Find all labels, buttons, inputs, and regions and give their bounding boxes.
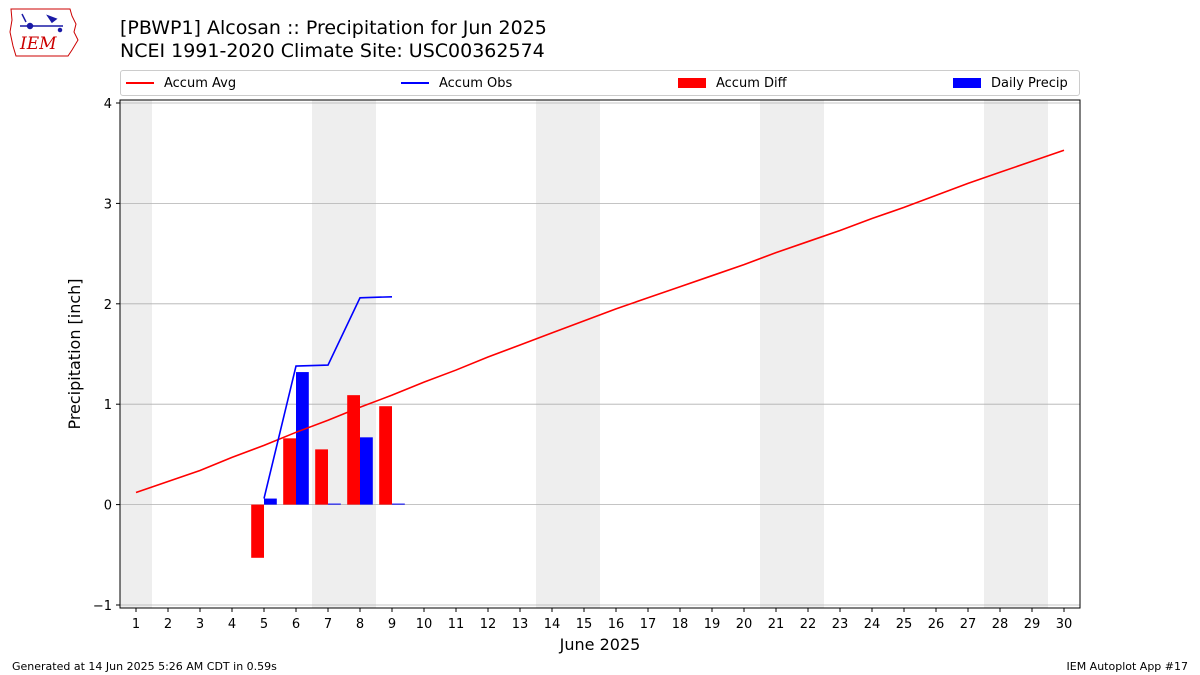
x-tick-label: 28 [992,617,1009,632]
y-tick-label: 2 [104,298,112,313]
weekend-shade [120,100,152,608]
accum-diff-bar [379,406,392,505]
x-tick-label: 10 [416,617,433,632]
x-tick-label: 5 [260,617,268,632]
x-tick-label: 22 [800,617,817,632]
x-tick-label: 25 [896,617,913,632]
daily-precip-bar [360,437,373,505]
x-tick-label: 23 [832,617,849,632]
accum-diff-bar [283,438,296,505]
y-tick-label: 0 [104,499,112,514]
y-tick-label: 3 [104,197,112,212]
daily-precip-bar [264,498,277,505]
x-tick-label: 4 [228,617,236,632]
legend-item-accum-obs: Accum Obs [401,71,512,95]
y-tick-label: 4 [104,97,112,112]
weekend-shade [312,100,376,608]
accum-diff-bar [251,504,264,558]
x-tick-label: 9 [388,617,396,632]
x-tick-label: 1 [132,617,140,632]
legend-item-accum-avg: Accum Avg [126,71,236,95]
weekend-shade [984,100,1048,608]
x-tick-label: 20 [736,617,753,632]
legend-swatch [401,82,429,84]
accum-avg-line [135,149,1065,494]
x-tick-label: 19 [704,617,721,632]
legend-label: Daily Precip [991,75,1068,91]
x-tick-label: 15 [576,617,593,632]
x-tick-label: 17 [640,617,657,632]
chart-subtitle: NCEI 1991-2020 Climate Site: USC00362574 [120,40,545,62]
y-axis-label: Precipitation [inch] [65,278,84,429]
x-tick-label: 7 [324,617,332,632]
weather-station-icon [20,13,63,33]
legend-swatch [678,78,706,88]
x-tick-label: 18 [672,617,689,632]
iem-logo: IEM [9,8,79,57]
generated-timestamp: Generated at 14 Jun 2025 5:26 AM CDT in … [12,660,277,673]
legend-item-accum-diff: Accum Diff [678,71,787,95]
x-tick-label: 2 [164,617,172,632]
x-tick-label: 27 [960,617,977,632]
legend-label: Accum Obs [439,75,513,91]
logo-text: IEM [19,34,57,54]
legend-label: Accum Avg [164,75,237,91]
x-tick-label: 24 [864,617,881,632]
accum-obs-line [263,295,393,499]
iowa-outline-icon [9,8,79,57]
daily-precip-bar [328,503,341,505]
x-tick-label: 3 [196,617,204,632]
weekend-shade [536,100,600,608]
x-tick-label: 13 [512,617,529,632]
daily-precip-bar [296,372,309,505]
legend-label: Accum Diff [716,75,787,91]
x-tick-label: 11 [448,617,465,632]
x-tick-label: 8 [356,617,364,632]
accum-diff-bar [347,395,360,505]
legend-swatch [953,78,981,88]
y-tick-label: 1 [104,398,112,413]
x-tick-label: 26 [928,617,945,632]
x-tick-label: 30 [1056,617,1073,632]
x-axis-label: June 2025 [559,635,641,654]
app-credit: IEM Autoplot App #17 [1066,660,1189,673]
chart-title: [PBWP1] Alcosan :: Precipitation for Jun… [120,17,547,39]
x-tick-label: 12 [480,617,497,632]
accum-diff-bar [315,449,328,505]
weekend-shade [760,100,824,608]
y-tick-label: −1 [93,599,112,614]
x-tick-label: 21 [768,617,785,632]
daily-precip-bar [392,503,405,505]
legend-item-daily-precip: Daily Precip [953,71,1068,95]
x-tick-label: 16 [608,617,625,632]
x-tick-label: 29 [1024,617,1041,632]
chart-legend: Accum Avg Accum Obs Accum Diff Daily Pre… [120,70,1080,96]
x-tick-label: 6 [292,617,300,632]
plot-frame [119,99,1081,609]
legend-swatch [126,82,154,84]
x-tick-label: 14 [544,617,561,632]
